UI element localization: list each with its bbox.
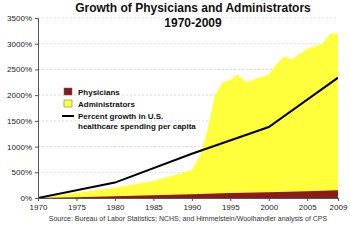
tick-label: 2005 — [299, 203, 317, 212]
area — [38, 190, 338, 198]
tick: 1975 — [68, 198, 86, 212]
tick-mark — [192, 198, 193, 201]
tick-label: 1970 — [30, 203, 48, 212]
tick-label: 1500% — [7, 117, 32, 126]
tick-mark — [153, 198, 154, 201]
axis-line — [35, 19, 39, 199]
tick: 1000% — [7, 143, 38, 152]
plot-marks — [38, 33, 338, 198]
tick-label: 1995 — [222, 203, 240, 212]
tick-label: 1980 — [107, 203, 125, 212]
title: Growth of Physicians and Administrators — [75, 1, 311, 15]
tick-mark — [76, 198, 77, 201]
tick: 500% — [12, 168, 38, 177]
tick: 2000% — [7, 91, 38, 100]
tick: 1995 — [222, 198, 240, 212]
legend-label: Administrators — [78, 100, 135, 109]
legend-item: Physicians — [64, 88, 120, 97]
tick-mark — [35, 172, 38, 173]
tick-mark — [35, 18, 38, 19]
tick: 1500% — [7, 117, 38, 126]
tick-label: 1000% — [7, 143, 32, 152]
subtitle: 1970-2009 — [164, 16, 222, 30]
legend-key — [64, 88, 72, 95]
tick-label: 2500% — [7, 65, 32, 74]
tick: 2500% — [7, 65, 38, 74]
tick-mark — [35, 69, 38, 70]
tick: 3500% — [7, 14, 38, 23]
tick-mark — [230, 198, 231, 201]
chart-svg: 0%500%1000%1500%2000%2500%3000%3500%1970… — [0, 0, 350, 225]
tick-mark — [35, 147, 38, 148]
tick: 1985 — [145, 198, 163, 212]
tick: 3000% — [7, 40, 38, 49]
tick-mark — [307, 198, 308, 201]
tick-label: 1990 — [183, 203, 201, 212]
tick: 2009 — [330, 198, 348, 212]
tick-mark — [35, 44, 38, 45]
tick-mark — [38, 198, 39, 201]
x-axis: 1970 1975 1980 1985 1990 1995 2000 2005 2009 — [30, 198, 348, 212]
legend-label: Physicians — [78, 88, 120, 97]
grid-line — [38, 43, 338, 44]
legend-key — [62, 115, 74, 117]
tick: 1990 — [183, 198, 201, 212]
tick-label: 500% — [12, 168, 32, 177]
y-axis: 0%500%1000%1500%2000%2500%3000%3500% — [7, 14, 38, 203]
legend-label: Percent growth in U.S.healthcare spendin… — [78, 112, 196, 131]
tick-label: 2000 — [260, 203, 278, 212]
tick: 1980 — [107, 198, 125, 212]
tick-mark — [269, 198, 270, 201]
tick-label: 1985 — [145, 203, 163, 212]
tick-mark — [35, 198, 38, 199]
axis-line — [39, 199, 339, 202]
tick-mark — [35, 95, 38, 96]
tick-mark — [35, 121, 38, 122]
tick-label: 1975 — [68, 203, 86, 212]
legend-key — [64, 100, 72, 107]
tick: 2000 — [260, 198, 278, 212]
legend-item: Administrators — [64, 100, 135, 109]
tick-label: 3000% — [7, 40, 32, 49]
tick: 1970 — [30, 198, 48, 212]
tick-mark — [115, 198, 116, 201]
grid — [38, 18, 338, 198]
chart-container: 0%500%1000%1500%2000%2500%3000%3500%1970… — [0, 0, 350, 225]
tick-label: 2009 — [330, 203, 348, 212]
line — [38, 78, 338, 198]
tick-mark — [338, 198, 339, 201]
source: Source: Bureau of Labor Statistics; NCHS… — [49, 215, 328, 223]
legend-item: Percent growth in U.S.healthcare spendin… — [62, 112, 196, 131]
tick-label: 2000% — [7, 91, 32, 100]
area — [38, 33, 338, 198]
tick-label: 3500% — [7, 14, 32, 23]
legend: Physicians Administrators Percent growth i… — [62, 88, 196, 131]
tick: 2005 — [299, 198, 317, 212]
